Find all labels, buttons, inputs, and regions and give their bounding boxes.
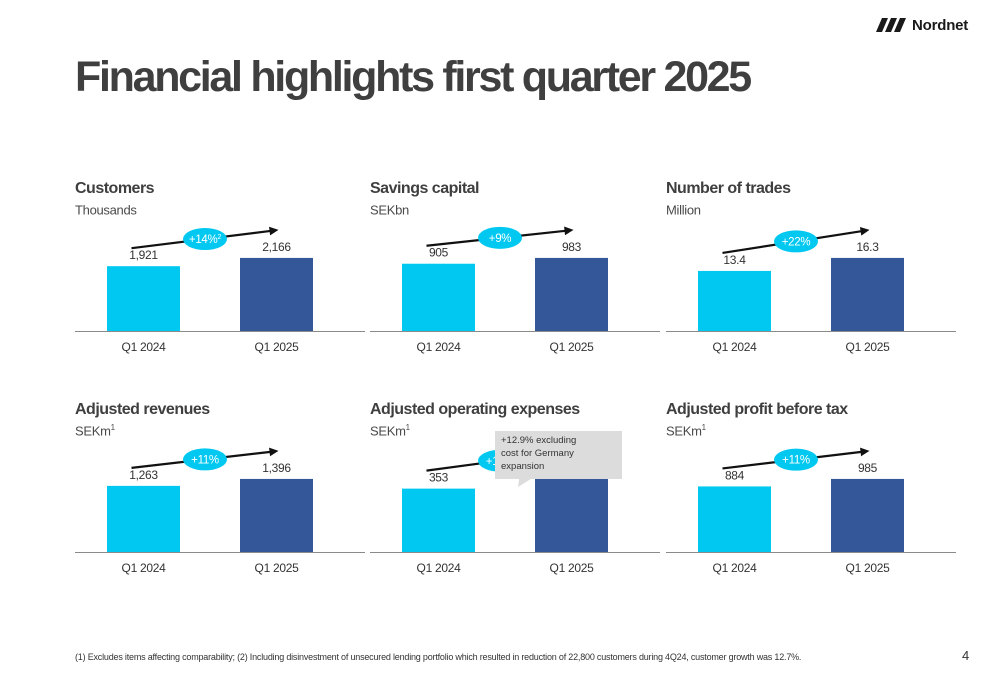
bar-q1-2024 (402, 488, 475, 552)
growth-arrow-head (859, 227, 870, 236)
tick-label: Q1 2025 (846, 561, 891, 575)
change-badge (774, 230, 818, 253)
data-label: 985 (858, 461, 878, 475)
growth-arrow-head (564, 226, 574, 236)
chart-title: Adjusted revenues (75, 401, 210, 418)
chart-svg: 1,263 Q1 2024 1,396 Q1 2025 +11% (75, 447, 365, 575)
data-label: 884 (725, 468, 745, 482)
chart-svg: 884 Q1 2024 985 Q1 2025 +11% (666, 447, 956, 575)
tick-label: Q1 2024 (417, 561, 462, 575)
change-label: +11% (782, 455, 810, 467)
change-footnote-marker: 2 (217, 234, 221, 241)
growth-arrow-head (269, 226, 279, 236)
chart-title: Customers (75, 180, 155, 197)
change-label: +22% (782, 236, 811, 248)
bar-q1-2024 (698, 270, 771, 331)
bar-q1-2024 (402, 263, 475, 331)
data-label: 13.4 (723, 253, 746, 267)
bar-q1-2025 (535, 478, 608, 552)
chart-unit: SEKm1 (75, 423, 115, 439)
data-label: 1,921 (129, 248, 158, 262)
bar-q1-2024 (107, 485, 180, 552)
change-label: +14%2 (189, 234, 222, 246)
data-label: 905 (429, 246, 449, 260)
panel-customers: Customers Thousands 1,921 Q1 2024 2,166 Q1 … (75, 180, 375, 380)
tick-label: Q1 2025 (255, 561, 300, 575)
bar-q1-2025 (240, 478, 313, 552)
panel-adjusted-operating-expenses: Adjusted operating expenses SEKm1 353 Q1 … (370, 401, 670, 601)
bar-q1-2025 (831, 257, 904, 331)
chart-title: Adjusted operating expenses (370, 401, 580, 418)
data-label: 983 (562, 240, 582, 254)
panel-savings-capital: Savings capital SEKbn 905 Q1 2024 983 Q1 20… (370, 180, 670, 380)
bar-q1-2024 (698, 486, 771, 552)
bar-q1-2025 (240, 257, 313, 331)
growth-arrow-head (269, 447, 279, 457)
data-label: 1,396 (262, 461, 291, 475)
panel-number-of-trades: Number of trades Million 13.4 Q1 2024 16.3… (666, 180, 966, 380)
change-label: +9% (489, 233, 512, 245)
tick-label: Q1 2025 (550, 561, 595, 575)
nordnet-logo: Nordnet (876, 12, 976, 38)
data-label: 353 (429, 471, 449, 485)
bar-q1-2025 (535, 257, 608, 331)
panel-adjusted-profit-before-tax: Adjusted profit before tax SEKm1 884 Q1 2… (666, 401, 966, 601)
change-badge (478, 226, 522, 249)
footnote: (1) Excludes items affecting comparabili… (75, 652, 802, 662)
chart-unit: SEKm1 (666, 423, 706, 439)
change-badge (183, 228, 227, 251)
tick-label: Q1 2025 (255, 340, 300, 354)
data-label: 1,263 (129, 468, 158, 482)
data-label: 16.3 (856, 240, 879, 254)
callout-note: +12.9% excluding cost for Germany expans… (495, 431, 622, 479)
tick-label: Q1 2024 (122, 561, 167, 575)
chart-title: Adjusted profit before tax (666, 401, 848, 418)
page-number: 4 (962, 648, 970, 663)
chart-unit: Million (666, 202, 701, 218)
change-badge (183, 448, 227, 471)
tick-label: Q1 2024 (417, 340, 462, 354)
growth-arrow-head (860, 447, 870, 457)
chart-svg: 905 Q1 2024 983 Q1 2025 +9% (370, 226, 660, 354)
chart-svg: 13.4 Q1 2024 16.3 Q1 2025 +22% (666, 227, 956, 354)
change-badge (774, 448, 818, 471)
brand-name: Nordnet (912, 16, 969, 34)
chart-title: Savings capital (370, 180, 480, 197)
bar-q1-2025 (831, 478, 904, 552)
chart-title: Number of trades (666, 180, 791, 197)
data-label: 2,166 (262, 240, 291, 254)
chart-unit: SEKbn (370, 202, 409, 218)
tick-label: Q1 2024 (713, 340, 758, 354)
tick-label: Q1 2024 (713, 561, 758, 575)
chart-unit: SEKm1 (370, 423, 410, 439)
change-label: +11% (191, 454, 219, 466)
chart-unit: Thousands (75, 202, 137, 218)
tick-label: Q1 2025 (846, 340, 891, 354)
page-title: Financial highlights first quarter 2025 (75, 53, 752, 101)
panel-adjusted-revenues: Adjusted revenues SEKm1 1,263 Q1 2024 1,39… (75, 401, 375, 601)
nordnet-logo-icon (876, 18, 906, 32)
bar-q1-2024 (107, 266, 180, 331)
tick-label: Q1 2024 (122, 340, 167, 354)
chart-svg: 1,921 Q1 2024 2,166 Q1 2025 +14%2 (75, 226, 365, 354)
tick-label: Q1 2025 (550, 340, 595, 354)
